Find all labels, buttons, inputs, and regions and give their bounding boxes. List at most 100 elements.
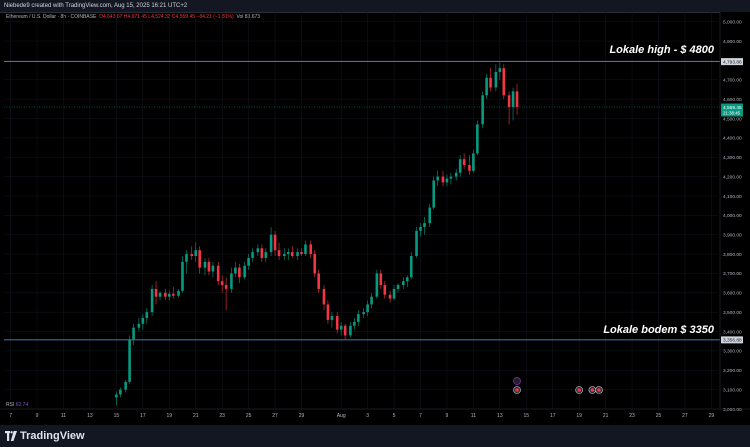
volume-value: Vol 83.673 xyxy=(236,14,261,20)
time-tick-label: 21 xyxy=(193,413,199,419)
time-tick-label: 23 xyxy=(629,413,635,419)
candle-body xyxy=(198,250,201,268)
candle-body xyxy=(304,244,307,255)
candle-body xyxy=(150,288,154,313)
price-tick-label: 4,000.00 xyxy=(723,213,742,219)
candle-body xyxy=(137,323,141,328)
candle-body xyxy=(476,124,479,154)
candle-body xyxy=(317,273,320,289)
candle-body xyxy=(502,68,506,96)
candle-body xyxy=(481,95,484,125)
candle-body xyxy=(388,294,392,299)
candle-body xyxy=(402,281,405,286)
candle-body xyxy=(432,180,436,208)
price-tick-label: 4,500.00 xyxy=(723,116,742,122)
time-tick-label: 19 xyxy=(576,413,582,419)
price-tick-label: 3,800.00 xyxy=(723,252,742,258)
time-tick-label: 13 xyxy=(87,413,93,419)
time-tick-label: 3 xyxy=(366,413,369,419)
candle-body xyxy=(164,292,167,297)
time-tick-label: 23 xyxy=(219,413,225,419)
price-tick-label: 4,900.00 xyxy=(723,39,742,45)
time-tick-label: 7 xyxy=(9,413,12,419)
price-tick-label: 4,700.00 xyxy=(723,78,742,84)
time-tick-label: 29 xyxy=(709,413,715,419)
candle-body xyxy=(224,285,228,289)
candle-body xyxy=(277,250,281,257)
candle-body xyxy=(366,304,369,313)
candle-body xyxy=(458,159,462,173)
rsi-name: RSI xyxy=(6,402,15,408)
countdown-text: 21:38:45 xyxy=(723,111,741,116)
event-icon xyxy=(513,386,521,394)
local-low-annotation: Lokale bodem $ 3350 xyxy=(603,324,714,336)
time-tick-label: 13 xyxy=(497,413,503,419)
candle-body xyxy=(375,273,379,297)
price-tick-label: 5,000.00 xyxy=(723,19,742,25)
tradingview-logo-icon xyxy=(5,431,17,441)
current-price-text: 4,559.45 xyxy=(723,105,742,111)
time-tick-label: 29 xyxy=(299,413,305,419)
candle-body xyxy=(313,254,317,274)
time-tick-label: 9 xyxy=(36,413,39,419)
price-tick-label: 3,200.00 xyxy=(723,368,742,374)
price-tick-label: 3,100.00 xyxy=(723,387,742,393)
candle-body xyxy=(441,176,445,183)
candle-body xyxy=(124,381,127,390)
candle-body xyxy=(256,248,260,253)
candle-body xyxy=(207,261,211,272)
candle-body xyxy=(290,252,294,257)
dividend-event-icon xyxy=(513,377,521,385)
time-tick-label: 15 xyxy=(114,413,120,419)
tradingview-brand[interactable]: TradingView xyxy=(20,430,85,442)
candle-body xyxy=(423,223,426,227)
candle-body xyxy=(119,389,122,395)
candle-body xyxy=(128,339,131,382)
chart-grid xyxy=(4,12,718,410)
time-tick-label: 25 xyxy=(656,413,662,419)
candle-body xyxy=(141,317,145,324)
candle-body xyxy=(243,265,246,278)
price-tick-label: 4,100.00 xyxy=(723,194,742,200)
candle-body xyxy=(300,252,303,255)
time-tick-label: 27 xyxy=(682,413,688,419)
candle-body xyxy=(211,265,215,272)
time-tick-label: 19 xyxy=(166,413,172,419)
candle-body xyxy=(335,316,339,330)
time-axis: 7 9 11 13 15 17 19 21 23 25 27 29 Aug 3 5 7 9 11 13 15 17 19 2… xyxy=(0,408,750,419)
price-tick-label: 4,300.00 xyxy=(723,155,742,161)
symbol-name[interactable]: Ethereum / U.S. Dollar · 8h · COINBASE xyxy=(6,14,97,20)
event-icon xyxy=(588,386,597,394)
candle-body xyxy=(167,293,171,297)
candle-body xyxy=(353,321,356,326)
candle-body xyxy=(428,207,432,224)
level-price-text: 3,356.88 xyxy=(723,338,742,344)
price-tick-label: 3,600.00 xyxy=(723,291,742,297)
event-icon xyxy=(595,386,603,394)
candle-body xyxy=(203,261,207,268)
candle-body xyxy=(454,172,458,177)
time-tick-label: 9 xyxy=(446,413,449,419)
candle-body xyxy=(247,257,250,266)
candle-body xyxy=(158,292,162,297)
time-tick-label: 15 xyxy=(523,413,529,419)
candle-body xyxy=(511,91,515,107)
candle-body xyxy=(489,77,492,88)
candle-body xyxy=(392,288,396,299)
candle-body xyxy=(177,290,180,296)
price-chart[interactable]: 5,000.004,900.004,800.004,700.004,600.00… xyxy=(0,12,750,425)
price-tick-label: 3,700.00 xyxy=(723,271,742,277)
symbol-legend: Ethereum / U.S. Dollar · 8h · COINBASE O… xyxy=(6,13,260,21)
event-icon-dot xyxy=(590,388,595,392)
level-price-badge xyxy=(721,58,743,66)
candle-body xyxy=(286,252,290,255)
candle-body xyxy=(339,325,343,330)
candle-body xyxy=(396,285,400,289)
time-tick-label: 21 xyxy=(603,413,609,419)
time-tick-label: 17 xyxy=(140,413,146,419)
time-tick-label: 5 xyxy=(393,413,396,419)
candle-body xyxy=(220,281,224,286)
candle-body xyxy=(362,312,365,315)
candle-body xyxy=(462,159,466,165)
candle-body xyxy=(468,164,471,171)
